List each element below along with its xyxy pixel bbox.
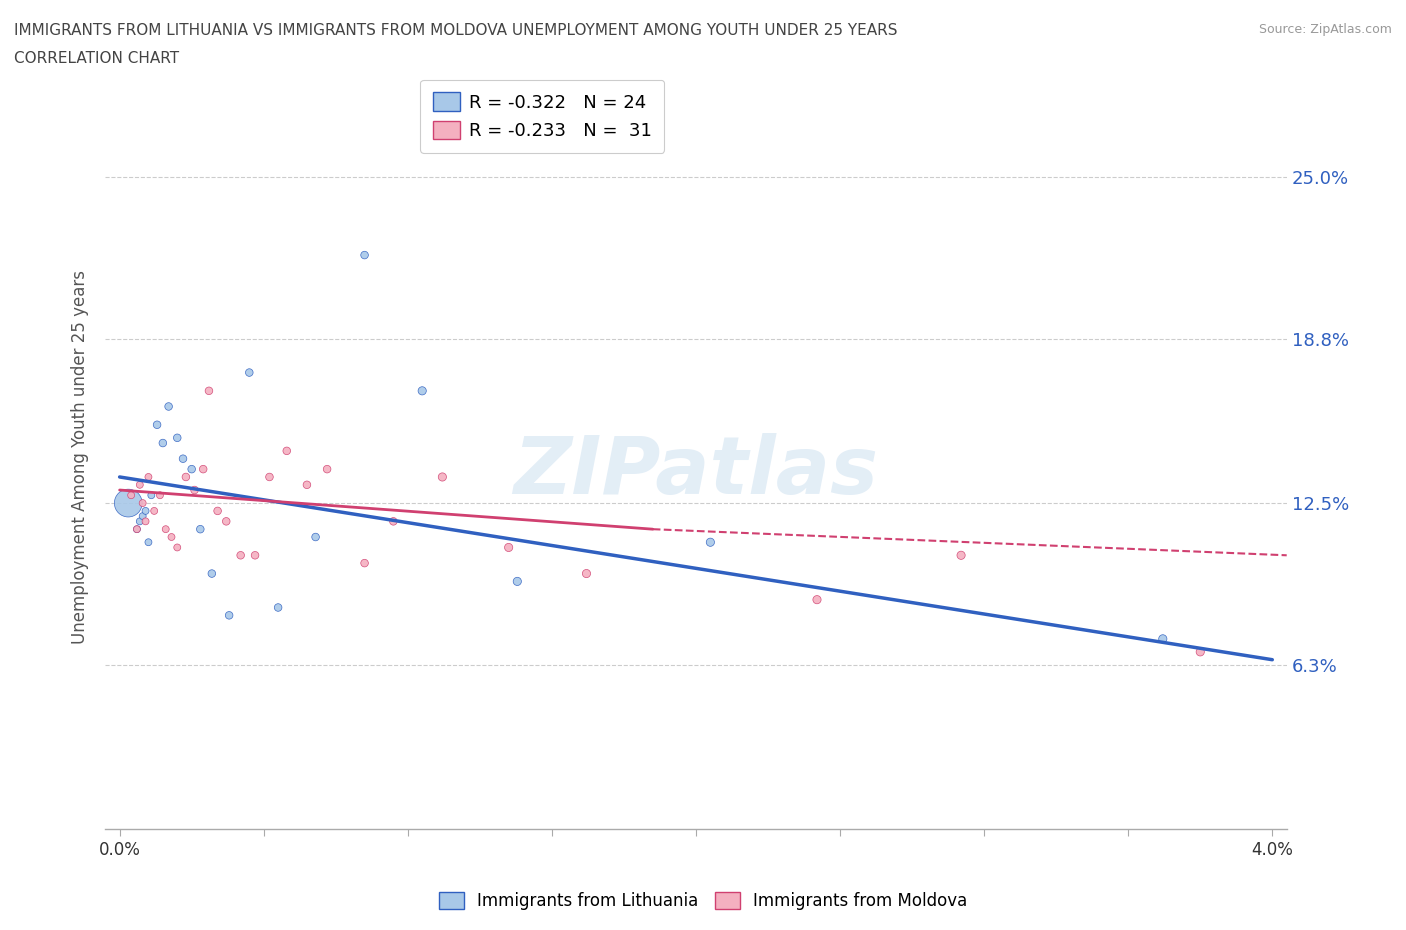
Point	[806, 592, 828, 607]
Point	[316, 461, 339, 476]
Point	[149, 488, 172, 503]
Text: ZIPatlas: ZIPatlas	[513, 433, 879, 512]
Point	[238, 365, 260, 380]
Point	[152, 435, 174, 450]
Point	[172, 451, 194, 466]
Point	[157, 399, 180, 414]
Point	[575, 566, 598, 581]
Point	[135, 514, 157, 529]
Point	[1189, 644, 1212, 659]
Point	[432, 470, 454, 485]
Point	[180, 461, 202, 476]
Point	[699, 535, 721, 550]
Point	[295, 477, 318, 492]
Point	[174, 470, 197, 485]
Point	[506, 574, 529, 589]
Point	[201, 566, 224, 581]
Point	[188, 522, 211, 537]
Point	[193, 461, 215, 476]
Point	[138, 535, 160, 550]
Point	[259, 470, 281, 485]
Point	[198, 383, 221, 398]
Point	[131, 496, 153, 511]
Point	[125, 522, 148, 537]
Y-axis label: Unemployment Among Youth under 25 years: Unemployment Among Youth under 25 years	[72, 271, 89, 644]
Point	[155, 522, 177, 537]
Point	[128, 477, 150, 492]
Point	[218, 608, 240, 623]
Point	[229, 548, 252, 563]
Point	[215, 514, 238, 529]
Point	[353, 556, 375, 571]
Point	[267, 600, 290, 615]
Point	[382, 514, 405, 529]
Text: Source: ZipAtlas.com: Source: ZipAtlas.com	[1258, 23, 1392, 36]
Point	[243, 548, 266, 563]
Point	[120, 488, 142, 503]
Point	[128, 514, 150, 529]
Point	[276, 444, 298, 458]
Point	[143, 503, 166, 518]
Point	[125, 522, 148, 537]
Point	[117, 496, 139, 511]
Point	[160, 529, 183, 544]
Point	[135, 503, 157, 518]
Point	[166, 540, 188, 555]
Point	[131, 509, 153, 524]
Point	[950, 548, 973, 563]
Point	[411, 383, 433, 398]
Point	[141, 488, 163, 503]
Point	[1152, 631, 1174, 646]
Point	[353, 247, 375, 262]
Point	[207, 503, 229, 518]
Point	[304, 529, 326, 544]
Legend: Immigrants from Lithuania, Immigrants from Moldova: Immigrants from Lithuania, Immigrants fr…	[432, 885, 974, 917]
Point	[138, 470, 160, 485]
Point	[146, 418, 169, 432]
Point	[183, 483, 205, 498]
Text: CORRELATION CHART: CORRELATION CHART	[14, 51, 179, 66]
Point	[166, 431, 188, 445]
Text: IMMIGRANTS FROM LITHUANIA VS IMMIGRANTS FROM MOLDOVA UNEMPLOYMENT AMONG YOUTH UN: IMMIGRANTS FROM LITHUANIA VS IMMIGRANTS …	[14, 23, 897, 38]
Legend: R = -0.322   N = 24, R = -0.233   N =  31: R = -0.322 N = 24, R = -0.233 N = 31	[420, 80, 665, 153]
Point	[498, 540, 520, 555]
